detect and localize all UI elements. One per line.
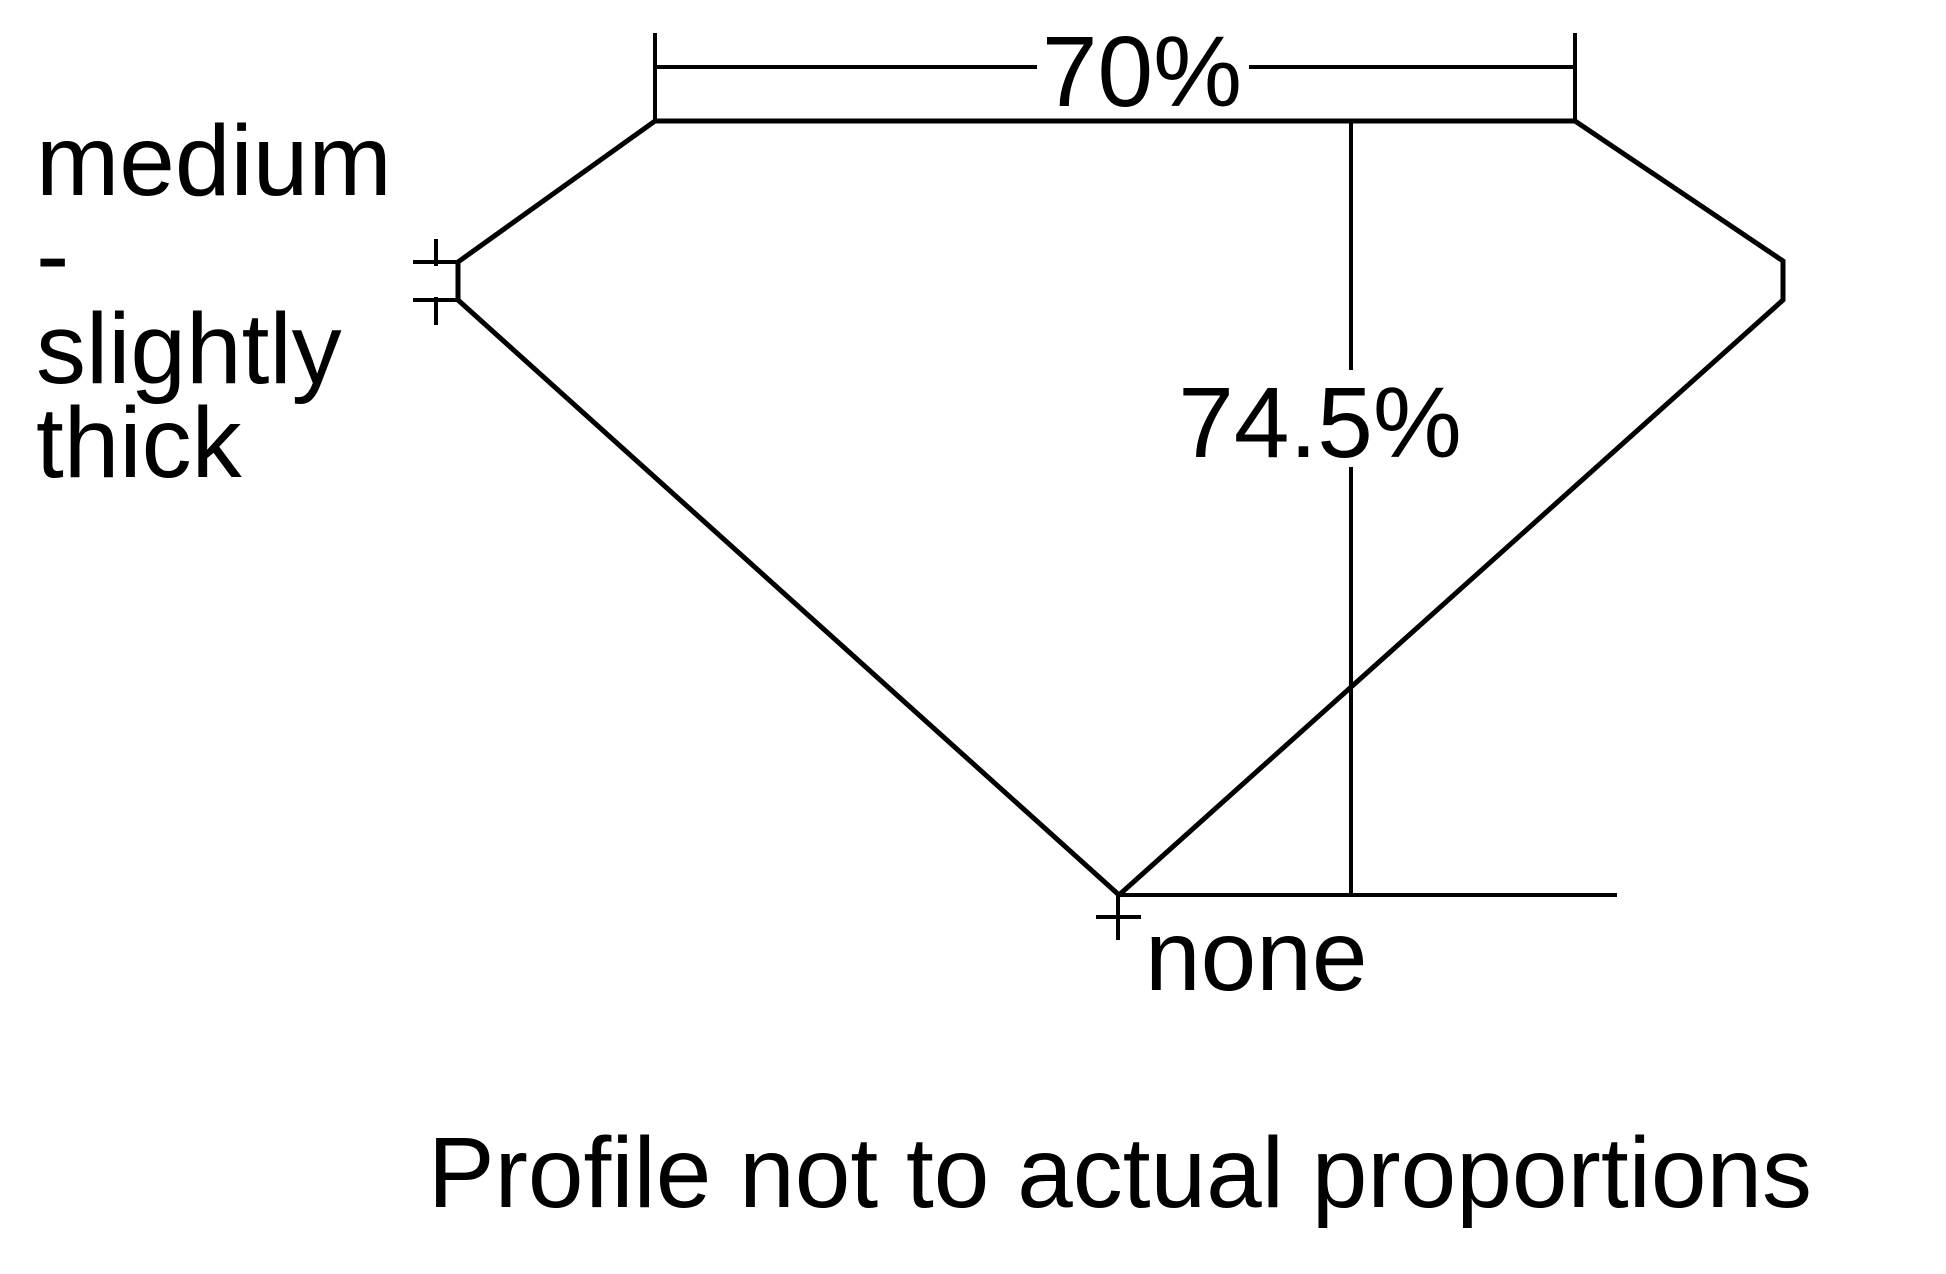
culet-label: none xyxy=(1145,900,1367,1012)
girdle-thickness-label-line-1: medium xyxy=(36,105,392,217)
table-percentage-label: 70% xyxy=(1042,16,1242,128)
girdle-thickness-label-line-2: - xyxy=(36,199,69,311)
caption: Profile not to actual proportions xyxy=(428,1117,1812,1229)
depth-percentage-label: 74.5% xyxy=(1178,367,1462,479)
table-label-mask xyxy=(1037,18,1249,114)
diamond-outline xyxy=(455,118,1786,899)
girdle-thickness-label-line-3: slightly xyxy=(36,293,342,405)
depth-label-mask xyxy=(1178,370,1462,467)
girdle-thickness-label-line-4: thick xyxy=(36,387,243,499)
